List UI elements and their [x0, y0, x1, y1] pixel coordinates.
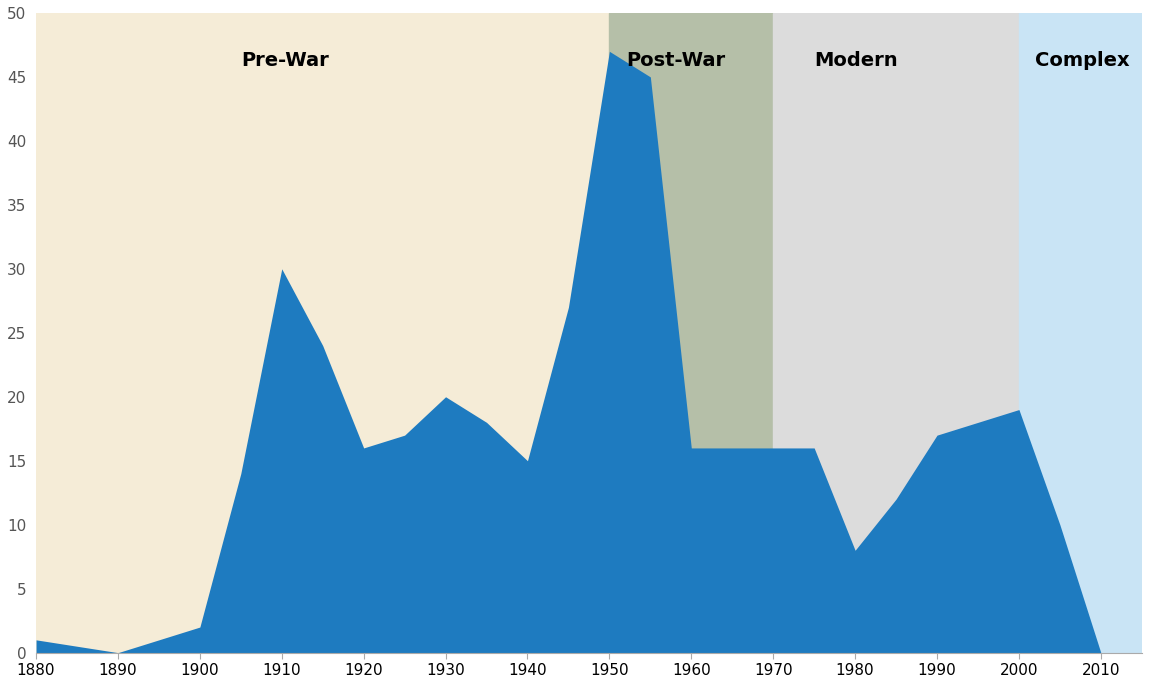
Bar	[1019, 13, 1142, 653]
Text: Complex: Complex	[1036, 51, 1130, 71]
Text: Pre-War: Pre-War	[241, 51, 329, 71]
Bar	[773, 13, 1019, 653]
Bar	[36, 13, 610, 653]
Bar	[610, 13, 773, 653]
Text: Post-War: Post-War	[626, 51, 725, 71]
Text: Modern: Modern	[815, 51, 898, 71]
